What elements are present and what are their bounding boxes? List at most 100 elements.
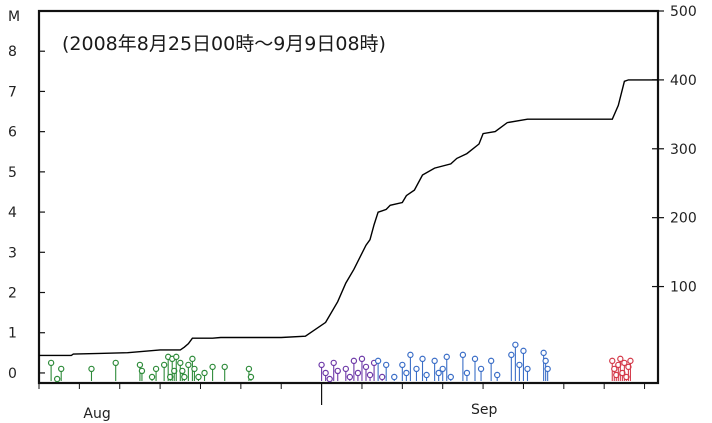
- magnitude-point: [191, 365, 198, 373]
- magnitude-point: [247, 373, 255, 381]
- magnitude-point: [443, 353, 450, 361]
- left-axis-label: M: [8, 9, 20, 25]
- magnitude-point: [112, 359, 119, 367]
- magnitude-stems: [47, 341, 634, 383]
- right-tick-label: 300: [670, 142, 697, 158]
- magnitude-point: [494, 371, 501, 379]
- magnitude-point: [354, 369, 362, 377]
- magnitude-point: [609, 357, 616, 365]
- magnitude-point: [173, 353, 180, 361]
- left-tick-label: 8: [8, 44, 17, 60]
- left-tick-label: 3: [8, 245, 17, 261]
- magnitude-point: [463, 369, 471, 377]
- magnitude-point: [179, 367, 186, 375]
- magnitude-point: [382, 361, 390, 369]
- magnitude-point: [439, 365, 446, 373]
- magnitude-point: [195, 373, 202, 381]
- magnitude-point: [516, 361, 523, 369]
- magnitude-point: [524, 365, 531, 373]
- cumulative-count-line: [39, 79, 658, 357]
- magnitude-point: [508, 351, 515, 359]
- magnitude-point: [374, 357, 382, 365]
- magnitude-point: [346, 373, 354, 381]
- chart-title: (2008年8月25日00時～9月9日08時): [62, 33, 386, 55]
- left-tick-label: 7: [8, 84, 17, 100]
- magnitude-point: [544, 365, 551, 373]
- magnitude-point: [350, 357, 358, 365]
- magnitude-point: [540, 349, 547, 357]
- plot-frame: [37, 9, 660, 385]
- magnitude-point: [617, 355, 624, 363]
- magnitude-point: [201, 369, 208, 377]
- magnitude-point: [362, 363, 370, 371]
- left-axis: M 0 1 2 3 4 5 6 7 8: [8, 9, 45, 382]
- left-tick-label: 1: [8, 326, 17, 342]
- magnitude-point: [431, 357, 438, 365]
- magnitude-point: [330, 359, 337, 367]
- magnitude-point: [322, 369, 329, 377]
- right-tick-label: 500: [670, 4, 697, 20]
- magnitude-point: [326, 375, 333, 383]
- left-tick-label: 6: [8, 125, 17, 141]
- magnitude-point: [542, 357, 549, 365]
- magnitude-point: [53, 375, 61, 383]
- magnitude-point: [334, 367, 341, 375]
- magnitude-point: [342, 365, 350, 373]
- magnitude-point: [181, 373, 188, 381]
- magnitude-point: [160, 361, 168, 369]
- magnitude-point: [459, 351, 467, 359]
- magnitude-point: [611, 365, 618, 373]
- magnitude-point: [419, 355, 426, 363]
- magnitude-point: [167, 373, 174, 381]
- left-tick-label: 2: [8, 286, 17, 302]
- magnitude-point: [378, 373, 386, 381]
- magnitude-point: [399, 361, 406, 369]
- magnitude-point: [407, 351, 414, 359]
- right-tick-label: 400: [670, 73, 697, 89]
- magnitude-point: [209, 363, 216, 371]
- magnitude-point: [148, 373, 156, 381]
- magnitude-point: [318, 361, 325, 369]
- magnitude-point: [623, 373, 630, 381]
- magnitude-point: [423, 371, 430, 379]
- x-axis: Aug Sep: [38, 383, 646, 422]
- magnitude-point: [615, 361, 622, 369]
- magnitude-point: [138, 367, 146, 375]
- right-axis: 100 200 300 400 500: [652, 4, 697, 296]
- magnitude-point: [171, 367, 178, 375]
- magnitude-point: [47, 359, 55, 367]
- x-label-aug: Aug: [83, 406, 110, 422]
- magnitude-point: [391, 373, 398, 381]
- magnitude-point: [627, 357, 634, 365]
- magnitude-point: [177, 359, 184, 367]
- magnitude-point: [358, 355, 366, 363]
- magnitude-point: [221, 363, 228, 371]
- magnitude-point: [185, 361, 192, 369]
- magnitude-point: [435, 369, 442, 377]
- right-tick-label: 100: [670, 280, 697, 296]
- magnitude-point: [58, 365, 65, 373]
- magnitude-point: [471, 355, 479, 363]
- left-tick-label: 4: [8, 205, 17, 221]
- magnitude-point: [613, 371, 620, 379]
- magnitude-point: [136, 361, 144, 369]
- magnitude-point: [366, 371, 374, 379]
- magnitude-point: [477, 365, 485, 373]
- magnitude-point: [520, 347, 527, 355]
- magnitude-point: [447, 373, 454, 381]
- magnitude-point: [189, 355, 196, 363]
- left-tick-label: 5: [8, 165, 17, 181]
- magnitude-point: [413, 365, 420, 373]
- magnitude-point: [152, 365, 160, 373]
- magnitude-point: [621, 359, 628, 367]
- magnitude-point: [619, 369, 626, 377]
- magnitude-point: [487, 357, 495, 365]
- magnitude-point: [512, 341, 519, 348]
- left-tick-label: 0: [8, 366, 17, 382]
- magnitude-point: [245, 365, 253, 373]
- right-tick-label: 200: [670, 211, 697, 227]
- magnitude-point: [403, 369, 410, 377]
- magnitude-point: [625, 363, 632, 371]
- x-label-sep: Sep: [471, 402, 498, 418]
